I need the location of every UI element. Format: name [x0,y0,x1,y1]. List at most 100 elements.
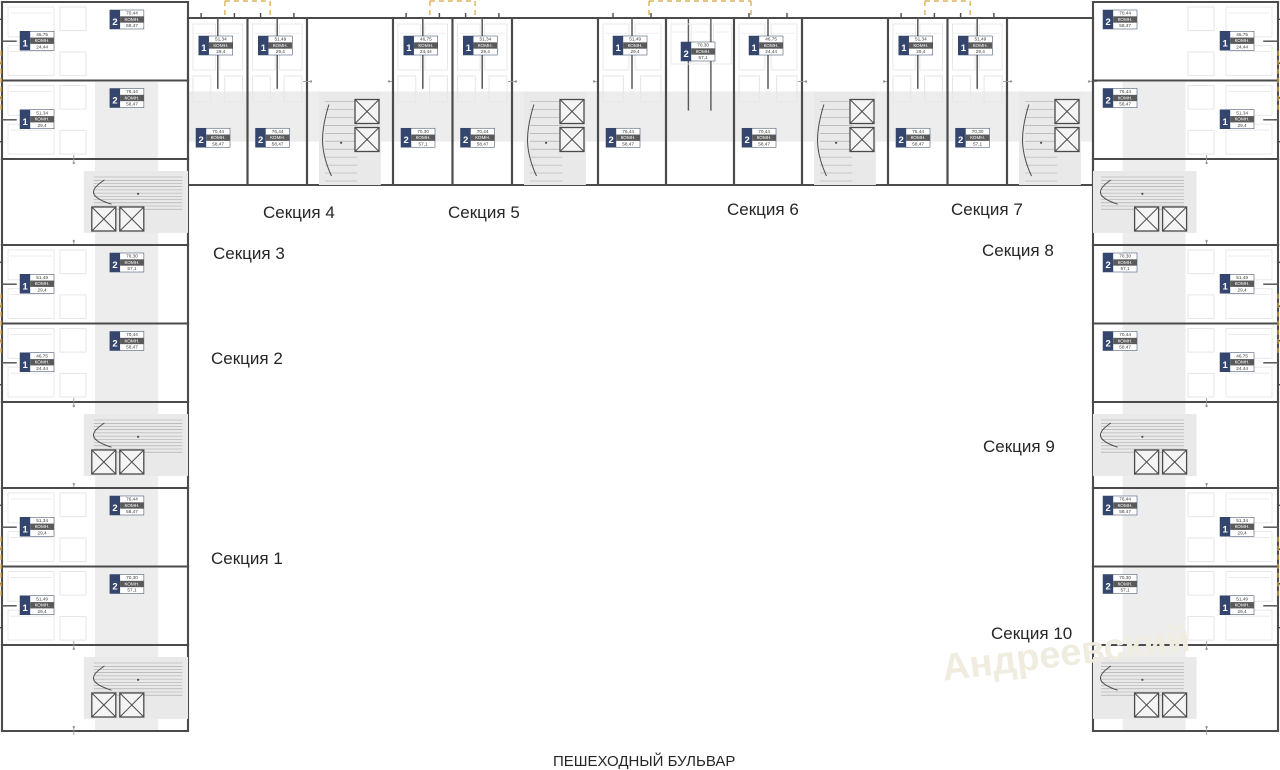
svg-text:70,30: 70,30 [697,43,709,48]
svg-text:КОМН.: КОМН. [125,17,140,22]
svg-text:51,34: 51,34 [479,37,491,42]
svg-text:2: 2 [112,582,117,593]
svg-text:КОМН.: КОМН. [418,43,433,48]
svg-text:29,4: 29,4 [216,49,226,54]
svg-text:46,75: 46,75 [765,37,777,42]
svg-text:КОМН.: КОМН. [973,43,988,48]
svg-text:КОМН.: КОМН. [1118,503,1133,508]
svg-text:КОМН.: КОМН. [478,43,493,48]
svg-text:Секция 5: Секция 5 [448,203,520,222]
svg-text:70,30: 70,30 [1119,254,1131,259]
svg-text:70,44: 70,44 [1119,11,1131,16]
svg-text:Секция 9: Секция 9 [983,437,1055,456]
svg-text:КОМН.: КОМН. [1235,524,1250,529]
svg-text:57,1: 57,1 [973,141,983,146]
svg-text:51,34: 51,34 [36,518,48,523]
svg-text:2: 2 [112,503,117,514]
svg-text:Секция 6: Секция 6 [727,200,799,219]
svg-text:51,49: 51,49 [1236,275,1248,280]
svg-text:КОМН.: КОМН. [1118,17,1133,22]
svg-text:58,47: 58,47 [477,141,489,146]
svg-text:КОМН.: КОМН. [125,95,140,100]
svg-text:58,47: 58,47 [1119,345,1131,350]
svg-text:2: 2 [112,339,117,350]
svg-text:1: 1 [1222,38,1228,49]
svg-text:КОМН.: КОМН. [35,281,50,286]
svg-text:КОМН.: КОМН. [35,38,50,43]
svg-text:29,4: 29,4 [1238,287,1248,292]
svg-text:76,44: 76,44 [622,129,634,134]
svg-text:24,44: 24,44 [36,366,48,371]
svg-text:2: 2 [463,135,468,146]
svg-text:Секция 4: Секция 4 [263,203,335,222]
svg-text:58,47: 58,47 [1119,23,1131,28]
svg-text:24,44: 24,44 [36,44,48,49]
svg-text:КОМН.: КОМН. [273,43,288,48]
svg-text:2: 2 [608,135,613,146]
svg-text:29,4: 29,4 [276,49,286,54]
svg-text:24,44: 24,44 [1236,366,1248,371]
svg-text:46,75: 46,75 [1236,353,1248,358]
svg-text:70,44: 70,44 [758,129,770,134]
svg-text:51,34: 51,34 [36,110,48,115]
svg-text:2: 2 [403,135,408,146]
svg-text:1: 1 [22,281,28,292]
svg-text:51,49: 51,49 [36,275,48,280]
svg-text:51,49: 51,49 [974,37,986,42]
svg-text:76,44: 76,44 [1119,89,1131,94]
svg-text:70,44: 70,44 [126,332,138,337]
svg-text:2: 2 [198,135,203,146]
svg-text:1: 1 [1222,281,1228,292]
svg-text:29,4: 29,4 [1238,123,1248,128]
svg-text:1: 1 [1222,603,1228,614]
svg-text:46,75: 46,75 [1236,32,1248,37]
svg-text:76,44: 76,44 [1119,497,1131,502]
svg-text:29,4: 29,4 [38,609,48,614]
svg-text:КОМН.: КОМН. [1118,95,1133,100]
svg-text:2: 2 [112,260,117,271]
svg-text:51,49: 51,49 [274,37,286,42]
svg-text:2: 2 [1105,582,1110,593]
svg-text:58,47: 58,47 [622,141,634,146]
svg-text:76,44: 76,44 [126,497,138,502]
svg-text:57,1: 57,1 [699,55,709,60]
svg-text:1: 1 [1222,360,1228,371]
svg-text:46,75: 46,75 [420,37,432,42]
svg-text:Секция 1: Секция 1 [211,549,283,568]
svg-text:29,4: 29,4 [38,287,48,292]
svg-text:51,34: 51,34 [915,37,927,42]
svg-text:58,47: 58,47 [272,141,284,146]
svg-text:КОМН.: КОМН. [125,260,140,265]
svg-text:1: 1 [466,43,472,54]
svg-text:76,44: 76,44 [912,129,924,134]
svg-text:КОМН.: КОМН. [270,135,285,140]
svg-text:КОМН.: КОМН. [696,49,711,54]
svg-text:КОМН.: КОМН. [628,43,643,48]
svg-text:29,4: 29,4 [631,49,641,54]
svg-text:КОМН.: КОМН. [35,360,50,365]
svg-text:57,1: 57,1 [1121,266,1131,271]
svg-text:58,47: 58,47 [758,141,770,146]
svg-text:КОМН.: КОМН. [911,135,926,140]
svg-text:51,34: 51,34 [1236,518,1248,523]
svg-text:29,4: 29,4 [481,49,491,54]
svg-text:КОМН.: КОМН. [1118,338,1133,343]
svg-text:1: 1 [22,603,28,614]
svg-text:КОМН.: КОМН. [1235,38,1250,43]
svg-text:57,1: 57,1 [419,141,429,146]
svg-text:1: 1 [961,43,967,54]
svg-text:КОМН.: КОМН. [621,135,636,140]
svg-text:КОМН.: КОМН. [757,135,772,140]
svg-text:1: 1 [22,38,28,49]
svg-text:57,1: 57,1 [1121,588,1131,593]
svg-text:КОМН.: КОМН. [35,524,50,529]
svg-text:70,44: 70,44 [1119,332,1131,337]
svg-text:ПЕШЕХОДНЫЙ БУЛЬВАР: ПЕШЕХОДНЫЙ БУЛЬВАР [553,752,735,770]
svg-text:58,47: 58,47 [126,23,138,28]
svg-text:46,75: 46,75 [36,32,48,37]
svg-text:70,30: 70,30 [126,575,138,580]
svg-text:58,47: 58,47 [1119,102,1131,107]
svg-text:1: 1 [22,360,28,371]
svg-text:51,49: 51,49 [629,37,641,42]
svg-text:2: 2 [683,49,688,60]
